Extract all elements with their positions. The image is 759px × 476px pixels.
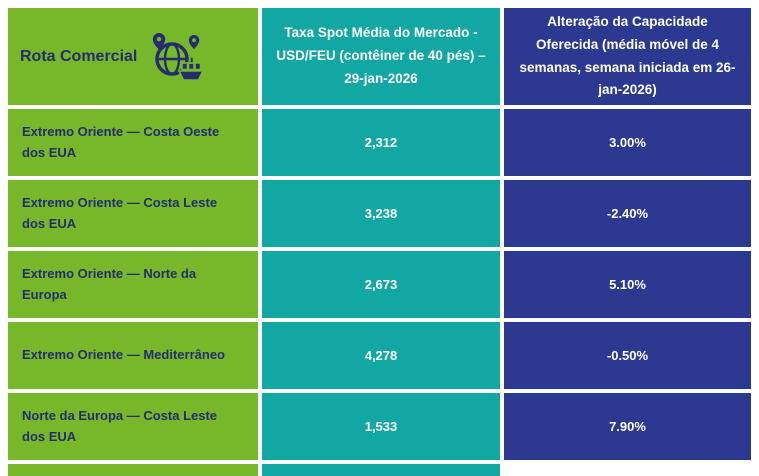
header-route-commercial: Rota Comercial — [8, 8, 258, 105]
header-spot-rate: Taxa Spot Média do Mercado - USD/FEU (co… — [262, 8, 500, 105]
route-column-title: Rota Comercial — [20, 47, 138, 65]
header-capacity-change: Alteração da Capacidade Oferecida (média… — [504, 8, 751, 105]
rate-cell: 4,278 — [262, 322, 500, 389]
rate-cell: 2,312 — [262, 109, 500, 176]
route-cell: Extremo Oriente — Mediterrâneo — [8, 322, 258, 389]
route-cell: Extremo Oriente — Norte da Europa — [8, 251, 258, 318]
rate-cell: 1,533 — [262, 393, 500, 460]
partial-row-route — [8, 464, 258, 476]
partial-row-capacity — [504, 464, 751, 476]
rate-cell: 2,673 — [262, 251, 500, 318]
capacity-cell: -2.40% — [504, 180, 751, 247]
partial-row-rate — [262, 464, 500, 476]
capacity-cell: 5.10% — [504, 251, 751, 318]
route-cell: Extremo Oriente — Costa Leste dos EUA — [8, 180, 258, 247]
capacity-cell: 7.90% — [504, 393, 751, 460]
capacity-cell: -0.50% — [504, 322, 751, 389]
freight-rates-table: Rota Comercial — [8, 8, 751, 476]
globe-pins-ship-icon — [147, 32, 205, 82]
capacity-cell: 3.00% — [504, 109, 751, 176]
rate-cell: 3,238 — [262, 180, 500, 247]
route-cell: Extremo Oriente — Costa Oeste dos EUA — [8, 109, 258, 176]
route-cell: Norte da Europa — Costa Leste dos EUA — [8, 393, 258, 460]
